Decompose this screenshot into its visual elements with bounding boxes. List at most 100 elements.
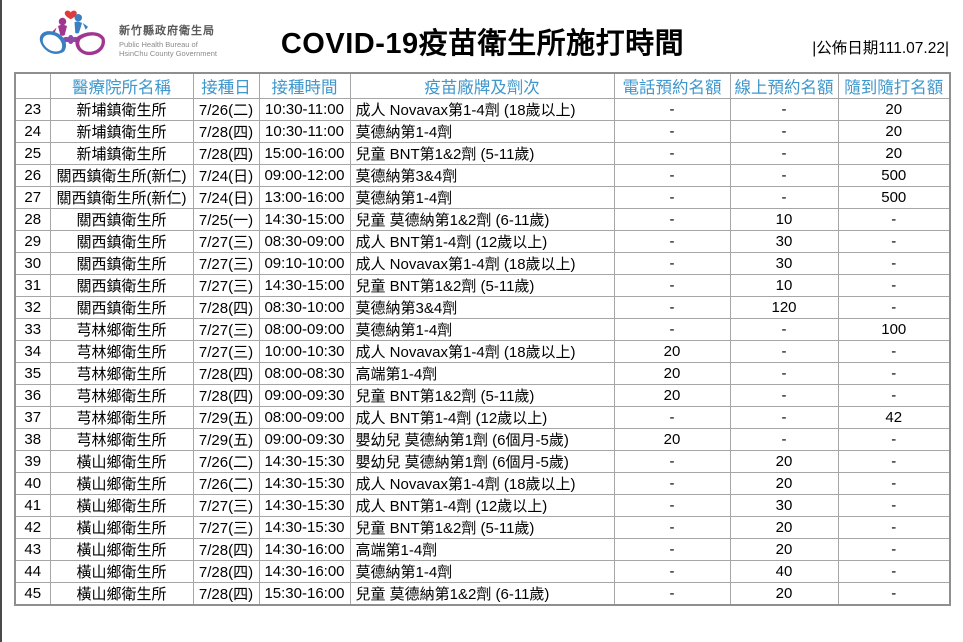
vaccination-time: 09:00-09:30 bbox=[258, 428, 351, 451]
vaccine-brand-dose: 成人 BNT第1-4劑 (12歲以上) bbox=[349, 406, 615, 429]
vaccination-time: 14:30-15:00 bbox=[258, 208, 351, 231]
table-row: 41 橫山鄉衛生所 7/27(三) 14:30-15:30 成人 BNT第1-4劑 (1… bbox=[14, 494, 951, 517]
row-number: 41 bbox=[14, 494, 51, 517]
walkin-quota: 500 bbox=[837, 164, 951, 187]
vaccination-time: 14:30-16:00 bbox=[258, 538, 351, 561]
table-row: 29 關西鎮衛生所 7/27(三) 08:30-09:00 成人 BNT第1-4劑 (1… bbox=[14, 230, 951, 253]
vaccination-time: 10:30-11:00 bbox=[258, 98, 351, 121]
clinic-name: 關西鎮衛生所 bbox=[49, 274, 194, 297]
walkin-quota: - bbox=[837, 252, 951, 275]
vaccination-time: 08:30-09:00 bbox=[258, 230, 351, 253]
column-header-vaccination-time: 接種時間 bbox=[258, 72, 351, 99]
vaccine-brand-dose: 高端第1-4劑 bbox=[349, 362, 615, 385]
walkin-quota: 20 bbox=[837, 98, 951, 121]
phone-reservation-quota: - bbox=[613, 208, 731, 231]
online-reservation-quota: 20 bbox=[729, 516, 839, 539]
online-reservation-quota: 30 bbox=[729, 494, 839, 517]
vaccine-brand-dose: 莫德納第1-4劑 bbox=[349, 560, 615, 583]
vaccination-time: 08:30-10:00 bbox=[258, 296, 351, 319]
table-row: 37 芎林鄉衛生所 7/29(五) 08:00-09:00 成人 BNT第1-4劑 (1… bbox=[14, 406, 951, 429]
vaccine-brand-dose: 嬰幼兒 莫德納第1劑 (6個月-5歲) bbox=[349, 428, 615, 451]
vaccine-brand-dose: 莫德納第3&4劑 bbox=[349, 164, 615, 187]
phone-reservation-quota: - bbox=[613, 230, 731, 253]
walkin-quota: 42 bbox=[837, 406, 951, 429]
vaccine-brand-dose: 兒童 BNT第1&2劑 (5-11歲) bbox=[349, 142, 615, 165]
table-row: 27 關西鎮衛生所(新仁) 7/24(日) 13:00-16:00 莫德納第1-4劑 - -… bbox=[14, 186, 951, 209]
vaccination-date: 7/27(三) bbox=[192, 516, 260, 539]
phone-reservation-quota: - bbox=[613, 516, 731, 539]
table-row: 45 橫山鄉衛生所 7/28(四) 15:30-16:00 兒童 莫德納第1&2劑 (6… bbox=[14, 582, 951, 606]
page-header: 新竹縣政府衛生局 Public Health Bureau of HsinChu… bbox=[2, 0, 963, 70]
vaccine-brand-dose: 成人 Novavax第1-4劑 (18歲以上) bbox=[349, 340, 615, 363]
walkin-quota: - bbox=[837, 296, 951, 319]
vaccine-brand-dose: 兒童 BNT第1&2劑 (5-11歲) bbox=[349, 274, 615, 297]
phone-reservation-quota: - bbox=[613, 494, 731, 517]
vaccine-brand-dose: 兒童 莫德納第1&2劑 (6-11歲) bbox=[349, 582, 615, 606]
online-reservation-quota: 20 bbox=[729, 450, 839, 473]
row-number: 30 bbox=[14, 252, 51, 275]
column-header-row-number bbox=[14, 72, 51, 99]
online-reservation-quota: - bbox=[729, 362, 839, 385]
vaccination-time: 08:00-09:00 bbox=[258, 406, 351, 429]
vaccination-date: 7/28(四) bbox=[192, 538, 260, 561]
clinic-name: 橫山鄉衛生所 bbox=[49, 560, 194, 583]
row-number: 38 bbox=[14, 428, 51, 451]
phone-reservation-quota: 20 bbox=[613, 340, 731, 363]
table-row: 31 關西鎮衛生所 7/27(三) 14:30-15:00 兒童 BNT第1&2劑 (5… bbox=[14, 274, 951, 297]
phone-reservation-quota: 20 bbox=[613, 362, 731, 385]
vaccine-brand-dose: 高端第1-4劑 bbox=[349, 538, 615, 561]
walkin-quota: - bbox=[837, 384, 951, 407]
clinic-name: 芎林鄉衛生所 bbox=[49, 406, 194, 429]
vaccine-brand-dose: 兒童 BNT第1&2劑 (5-11歲) bbox=[349, 384, 615, 407]
column-header-vaccine-brand-dose: 疫苗廠牌及劑次 bbox=[349, 72, 615, 99]
table-row: 26 關西鎮衛生所(新仁) 7/24(日) 09:00-12:00 莫德納第3&4劑 - -… bbox=[14, 164, 951, 187]
table-row: 30 關西鎮衛生所 7/27(三) 09:10-10:00 成人 Novavax第1-4… bbox=[14, 252, 951, 275]
vaccination-date: 7/28(四) bbox=[192, 362, 260, 385]
clinic-name: 新埔鎮衛生所 bbox=[49, 120, 194, 143]
walkin-quota: 100 bbox=[837, 318, 951, 341]
walkin-quota: - bbox=[837, 274, 951, 297]
table-header-row: 醫療院所名稱 接種日 接種時間 疫苗廠牌及劑次 電話預約名額 線上預約名額 隨到… bbox=[14, 72, 951, 99]
row-number: 26 bbox=[14, 164, 51, 187]
vaccination-date: 7/26(二) bbox=[192, 450, 260, 473]
phone-reservation-quota: - bbox=[613, 164, 731, 187]
online-reservation-quota: - bbox=[729, 406, 839, 429]
vaccination-date: 7/27(三) bbox=[192, 274, 260, 297]
online-reservation-quota: - bbox=[729, 340, 839, 363]
walkin-quota: - bbox=[837, 538, 951, 561]
row-number: 37 bbox=[14, 406, 51, 429]
row-number: 25 bbox=[14, 142, 51, 165]
row-number: 40 bbox=[14, 472, 51, 495]
bureau-name-en-line2: HsinChu County Government bbox=[119, 49, 217, 58]
clinic-name: 關西鎮衛生所 bbox=[49, 230, 194, 253]
vaccination-time: 10:30-11:00 bbox=[258, 120, 351, 143]
vaccination-time: 15:30-16:00 bbox=[258, 582, 351, 606]
walkin-quota: - bbox=[837, 516, 951, 539]
vaccination-date: 7/28(四) bbox=[192, 142, 260, 165]
online-reservation-quota: - bbox=[729, 186, 839, 209]
phone-reservation-quota: - bbox=[613, 98, 731, 121]
phone-reservation-quota: - bbox=[613, 406, 731, 429]
vaccination-date: 7/27(三) bbox=[192, 252, 260, 275]
clinic-name: 橫山鄉衛生所 bbox=[49, 538, 194, 561]
vaccination-time: 08:00-09:00 bbox=[258, 318, 351, 341]
vaccination-date: 7/28(四) bbox=[192, 384, 260, 407]
vaccine-brand-dose: 莫德納第1-4劑 bbox=[349, 186, 615, 209]
column-header-online-reservation-quota: 線上預約名額 bbox=[729, 72, 839, 99]
clinic-name: 關西鎮衛生所 bbox=[49, 208, 194, 231]
vaccine-brand-dose: 莫德納第3&4劑 bbox=[349, 296, 615, 319]
row-number: 45 bbox=[14, 582, 51, 606]
clinic-name: 關西鎮衛生所(新仁) bbox=[49, 186, 194, 209]
clinic-name: 關西鎮衛生所 bbox=[49, 296, 194, 319]
table-row: 36 芎林鄉衛生所 7/28(四) 09:00-09:30 兒童 BNT第1&2劑 (5… bbox=[14, 384, 951, 407]
online-reservation-quota: - bbox=[729, 384, 839, 407]
vaccination-time: 08:00-08:30 bbox=[258, 362, 351, 385]
vaccination-time: 15:00-16:00 bbox=[258, 142, 351, 165]
clinic-name: 橫山鄉衛生所 bbox=[49, 494, 194, 517]
clinic-name: 新埔鎮衛生所 bbox=[49, 142, 194, 165]
page-title: COVID-19疫苗衛生所施打時間 bbox=[280, 28, 685, 60]
clinic-name: 芎林鄉衛生所 bbox=[49, 384, 194, 407]
publish-date: |公佈日期111.07.22| bbox=[812, 40, 949, 57]
vaccination-time: 09:00-09:30 bbox=[258, 384, 351, 407]
online-reservation-quota: 10 bbox=[729, 208, 839, 231]
